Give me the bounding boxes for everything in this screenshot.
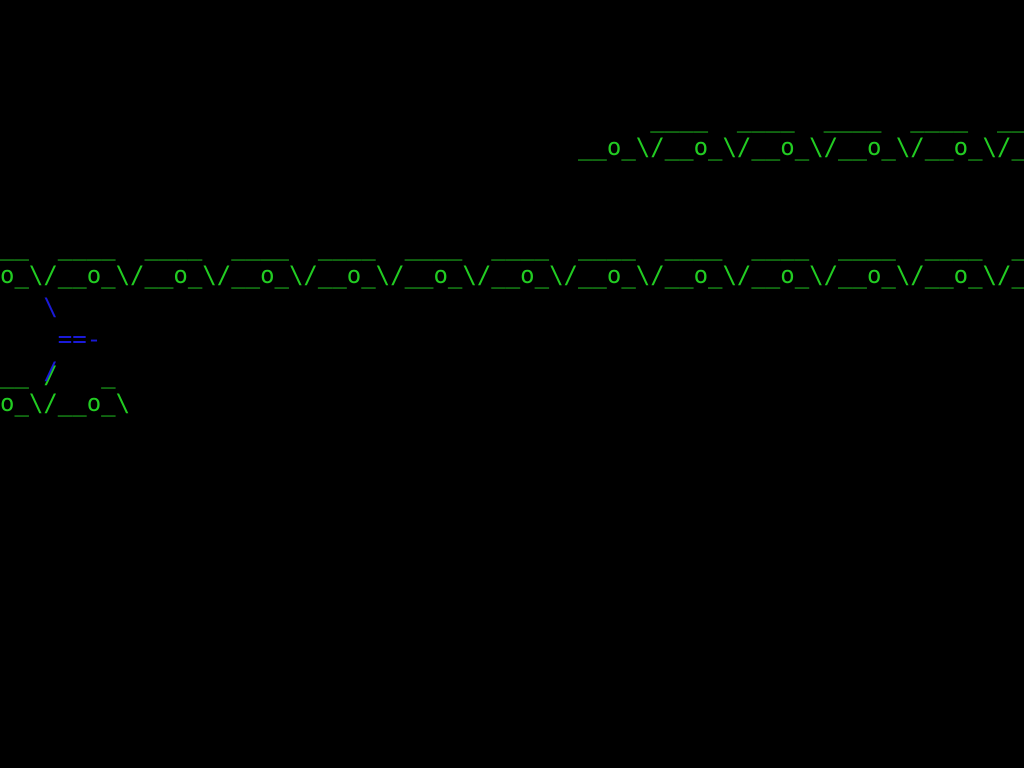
lane-1-bottom-row: __o_\/__o_\/__o_\/__o_\/__o_\/__o_\ <box>0 133 1024 161</box>
lane-1-top-row: ____ ____ ____ ____ ____ <box>0 105 1024 133</box>
lane-3-bottom-row: o_\/__o_\ <box>0 389 131 417</box>
frog-row-2: ==- <box>0 325 102 353</box>
lane-2-top-row: __ ____ ____ ____ ____ ____ ____ ____ __… <box>0 233 1024 261</box>
frog-row-1: \ <box>0 293 58 321</box>
lane-2-bottom-row: o_\/__o_\/__o_\/__o_\/__o_\/__o_\/__o_\/… <box>0 261 1024 289</box>
lane-3-top-row: __ / _ <box>0 361 116 389</box>
frog-row-3: / <box>0 357 58 385</box>
